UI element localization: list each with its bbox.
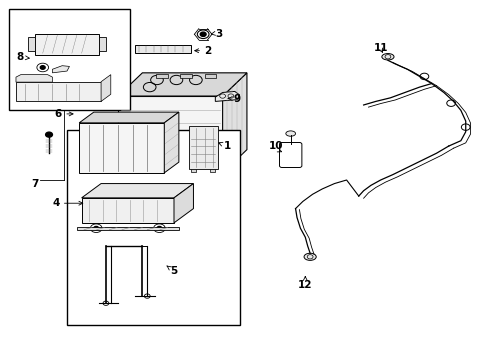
- Text: 4: 4: [52, 198, 60, 208]
- Polygon shape: [16, 75, 52, 82]
- Polygon shape: [174, 184, 193, 223]
- Polygon shape: [164, 112, 179, 173]
- Polygon shape: [118, 73, 246, 96]
- Bar: [79, 123, 164, 173]
- Circle shape: [94, 226, 99, 230]
- Polygon shape: [77, 227, 179, 230]
- Bar: [16, 82, 101, 102]
- Bar: [9, 9, 130, 111]
- Circle shape: [45, 132, 52, 137]
- Text: 5: 5: [170, 266, 177, 276]
- Bar: [99, 37, 106, 51]
- Ellipse shape: [381, 54, 393, 60]
- FancyBboxPatch shape: [35, 33, 99, 55]
- Bar: [135, 45, 191, 53]
- Text: 12: 12: [297, 280, 312, 291]
- Text: 8: 8: [16, 52, 23, 62]
- Polygon shape: [81, 184, 193, 198]
- FancyBboxPatch shape: [279, 143, 301, 167]
- Polygon shape: [222, 73, 246, 173]
- Bar: [118, 96, 222, 173]
- Text: 11: 11: [373, 43, 387, 53]
- Bar: [67, 130, 239, 325]
- Bar: [188, 126, 217, 169]
- Polygon shape: [79, 112, 179, 123]
- Text: 3: 3: [215, 28, 223, 39]
- Circle shape: [200, 32, 205, 36]
- Bar: [28, 37, 35, 51]
- Text: 9: 9: [233, 94, 240, 104]
- Circle shape: [40, 66, 45, 69]
- Text: 2: 2: [204, 46, 211, 56]
- Polygon shape: [215, 91, 239, 102]
- Polygon shape: [52, 66, 69, 73]
- Text: 6: 6: [55, 109, 62, 119]
- Bar: [191, 168, 196, 172]
- Ellipse shape: [285, 131, 295, 136]
- Circle shape: [157, 226, 162, 230]
- Bar: [210, 168, 215, 172]
- Text: 1: 1: [224, 141, 231, 151]
- Bar: [204, 74, 216, 78]
- Bar: [180, 74, 192, 78]
- Bar: [81, 198, 174, 223]
- Ellipse shape: [304, 253, 316, 260]
- Polygon shape: [101, 75, 111, 102]
- Bar: [156, 74, 167, 78]
- Text: 10: 10: [268, 141, 283, 151]
- Text: 7: 7: [32, 179, 39, 189]
